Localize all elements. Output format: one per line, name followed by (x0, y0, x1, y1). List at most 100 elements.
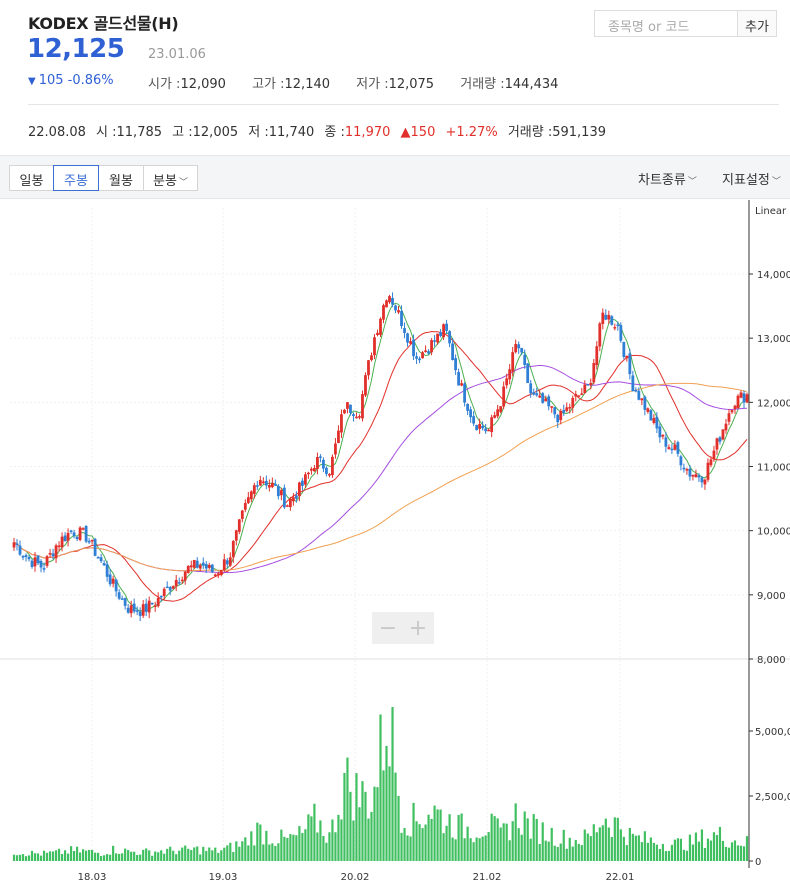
indicator-settings-menu[interactable]: 지표설정 ﹀ (722, 173, 781, 188)
volume-bar (24, 856, 28, 861)
candle-body (568, 407, 572, 409)
volume-bar (724, 846, 728, 861)
candle-body (316, 457, 319, 470)
candle-body (463, 383, 467, 403)
candle-body (673, 444, 677, 450)
candle-body (430, 340, 433, 353)
volume-bar (139, 854, 142, 861)
volume-bar (142, 849, 145, 861)
candle-body (174, 579, 178, 587)
candle-body (562, 409, 566, 413)
candle-body (36, 555, 40, 564)
volume-bar (424, 824, 427, 861)
candle-body (285, 505, 289, 507)
candle-body (607, 314, 611, 320)
candle-body (454, 358, 458, 371)
candle-body (475, 425, 479, 431)
quote-open: 시가 :12,090 (148, 77, 226, 92)
volume-bar (45, 852, 49, 861)
candle-body (535, 393, 539, 396)
volume-tick-label: 5,000,00 (755, 727, 790, 738)
candle-body (571, 397, 575, 408)
volume-bar (508, 840, 511, 861)
volume-bar (712, 832, 716, 861)
tab-daily[interactable]: 일봉 (9, 165, 54, 191)
volume-bar (463, 838, 466, 861)
volume-bar (106, 854, 109, 861)
y-tick-label: 8,000 (757, 655, 786, 666)
candle-body (376, 332, 379, 335)
candle-body (63, 535, 67, 542)
candle-body (48, 552, 52, 555)
volume-bar (409, 836, 412, 861)
volume-bar (676, 838, 680, 861)
candle-body (207, 564, 211, 568)
volume-bar (637, 835, 640, 861)
volume-bar (103, 855, 106, 861)
candle-body (168, 587, 172, 591)
add-button[interactable]: 추가 (737, 10, 777, 37)
candle-body (147, 600, 151, 613)
volume-bar (559, 843, 562, 861)
candle-body (111, 578, 115, 584)
volume-bar (607, 827, 610, 861)
volume-bar (739, 845, 743, 861)
tab-weekly[interactable]: 주봉 (53, 165, 99, 191)
candle-body (57, 545, 61, 548)
candle-body (210, 564, 214, 573)
volume-bar (571, 846, 574, 861)
volume-bar (187, 848, 190, 861)
candle-body (418, 358, 421, 361)
candle-body (622, 342, 626, 357)
candle-body (156, 597, 160, 607)
zoom-background (372, 612, 434, 644)
volume-bar (538, 844, 541, 861)
candle-body (484, 428, 488, 432)
zoom-in-button[interactable]: + (409, 616, 427, 641)
zoom-out-button[interactable]: − (379, 616, 397, 641)
candle-body (279, 490, 283, 496)
candle-body (466, 403, 470, 411)
search-input[interactable]: 종목명 or 코드 (594, 10, 738, 37)
candle-body (646, 408, 650, 412)
volume-bar (568, 837, 571, 861)
volume-bar (547, 841, 550, 861)
candle-body (580, 393, 584, 395)
volume-bar (247, 845, 250, 861)
volume-bar (33, 853, 37, 861)
tab-minute[interactable]: 분봉 ﹀ (143, 165, 198, 191)
candle-body (276, 486, 280, 497)
candle-body (589, 382, 593, 385)
chart-type-menu[interactable]: 차트종류 ﹀ (638, 173, 697, 188)
candle-body (249, 491, 253, 500)
volume-bar (433, 805, 436, 861)
volume-bar (403, 828, 406, 861)
candle-body (742, 393, 746, 403)
candle-body (303, 474, 307, 485)
volume-bar (583, 829, 586, 861)
candle-body (60, 536, 64, 548)
volume-bar (577, 843, 580, 861)
candle-body (592, 363, 596, 383)
volume-bar (109, 854, 112, 861)
volume-bar (328, 832, 331, 861)
candle-body (270, 482, 274, 488)
tab-monthly[interactable]: 월봉 (98, 165, 144, 191)
candle-body (400, 311, 403, 327)
volume-bar (18, 854, 22, 861)
volume-bar (220, 850, 223, 861)
volume-bar (277, 843, 280, 861)
volume-bar (262, 844, 265, 861)
candle-body (583, 384, 587, 394)
candle-body (550, 406, 554, 408)
volume-tick-label: 0 (755, 857, 761, 868)
volume-bar (27, 855, 31, 861)
volume-bar (439, 809, 442, 861)
candle-body (334, 443, 337, 455)
volume-bar (694, 832, 698, 861)
volume-bar (730, 842, 734, 861)
stock-header: KODEX 골드선물(H) 12,125 23.01.06 ▼ 105 -0.86… (0, 0, 790, 155)
volume-bar (54, 850, 58, 861)
candle-body (427, 351, 430, 354)
volume-bar (394, 772, 397, 861)
